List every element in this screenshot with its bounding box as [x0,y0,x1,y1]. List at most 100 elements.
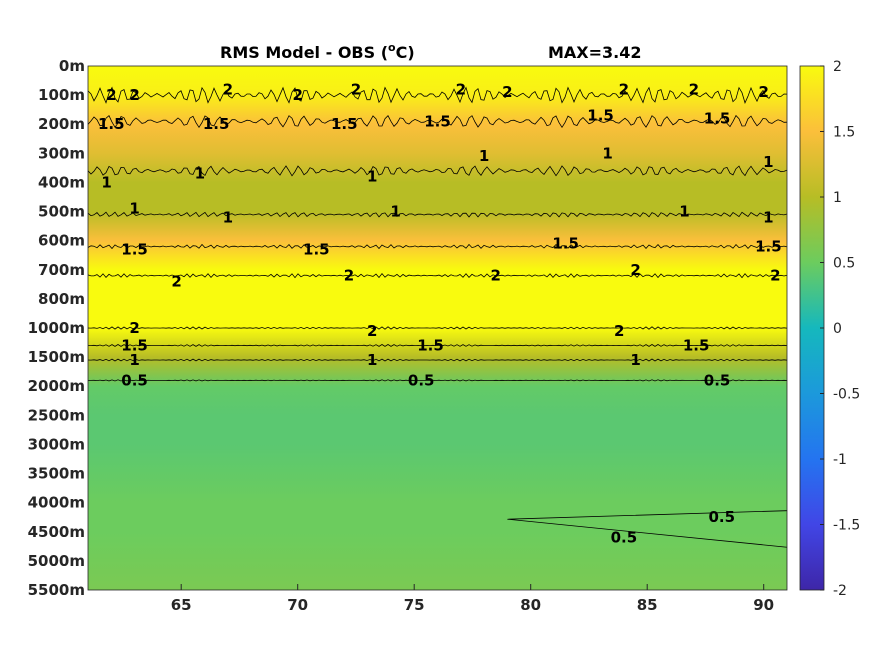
contour-label: 2 [502,83,512,101]
y-tick-label: 2500m [28,406,85,424]
contour-lines [87,86,788,548]
contour-label: 1.5 [552,235,579,253]
contour-label: 1.5 [303,240,330,258]
contour-line [87,165,788,177]
contour-line [87,326,788,330]
y-tick-label: 600m [38,232,85,250]
contour-label: 2 [630,261,640,279]
contour-label: 2 [456,80,466,98]
contour-label: 1.5 [331,115,358,133]
contour-label: 2 [619,80,629,98]
contour-label: 1.5 [417,336,444,354]
y-tick-label: 4500m [28,523,85,541]
x-tick-label: 80 [520,596,541,614]
x-tick-label: 90 [753,596,774,614]
x-axis: 65 70 75 80 85 90 [171,584,774,614]
colorbar-tick-label: 2 [833,59,842,75]
contour-line [88,379,788,382]
contour-line [87,86,788,104]
contour-line [87,272,788,279]
colorbar-tick-label: -0.5 [833,387,860,403]
contour-label: 1.5 [755,237,782,255]
contour-label: 2 [344,267,354,285]
contour-label: 1 [129,351,139,369]
contour-label: 0.5 [408,371,435,389]
colorbar-tick-label: 1 [833,190,842,206]
contour-line [87,211,788,218]
colorbar-tick-label: 1.5 [833,125,855,141]
contour-label: 0.5 [704,371,731,389]
y-tick-label: 3500m [28,465,85,483]
y-tick-label: 700m [38,261,85,279]
contour-label: 2 [614,322,624,340]
contour-label: 1.5 [203,115,230,133]
contour-label: 2 [129,86,139,104]
contour-label: 0.5 [121,371,148,389]
x-tick-label: 85 [637,596,658,614]
y-tick-label: 5500m [28,581,85,599]
contour-label: 1 [763,208,773,226]
plot-frame [87,65,788,591]
contour-label: 2 [770,267,780,285]
contour-label: 1 [367,168,377,186]
contour-label: 0.5 [708,508,735,526]
x-tick-label: 75 [404,596,425,614]
colorbar-tick-label: -1 [833,452,847,468]
contour-label: 1.5 [121,240,148,258]
y-tick-label: 4000m [28,494,85,512]
contour-label: 1 [129,200,139,218]
y-axis: 0m 100m 200m 300m 400m 500m 600m 700m 800m 1000m 1… [28,57,85,599]
contour-line [87,358,788,362]
colorbar-tick-label: 0.5 [833,256,855,272]
contour-line [87,243,788,250]
contour-line [507,510,788,548]
contour-label: 1 [367,351,377,369]
x-tick-label: 65 [171,596,192,614]
contour-label: 1.5 [121,336,148,354]
contour-label: 1 [479,147,489,165]
contour-label: 1 [223,208,233,226]
contour-label: 2 [367,322,377,340]
contour-label: 2 [351,80,361,98]
contour-label: 1.5 [98,115,125,133]
contour-label: 1 [763,153,773,171]
contour-label: 0.5 [611,529,638,547]
x-tick-label: 70 [287,596,308,614]
contour-label: 2 [223,80,233,98]
y-tick-label: 100m [38,86,85,104]
contour-label: 1 [195,165,205,183]
contour-line [87,114,788,129]
contour-line [88,344,788,347]
contour-label: 1.5 [424,112,451,130]
y-tick-label: 3000m [28,435,85,453]
y-tick-label: 0m [59,57,85,75]
y-tick-label: 2000m [28,377,85,395]
y-tick-label: 1000m [28,319,85,337]
contour-label: 1.5 [704,109,731,127]
contour-label: 1 [679,203,689,221]
colorbar-tick-label: -2 [833,583,847,599]
y-tick-label: 400m [38,173,85,191]
contour-label: 2 [689,80,699,98]
contour-label: 1.5 [587,106,614,124]
contour-label: 2 [171,272,181,290]
colorbar-tick-label: 0 [833,321,842,337]
max-label: MAX=3.42 [548,43,642,62]
contour-label: 1 [602,144,612,162]
y-tick-label: 500m [38,203,85,221]
contour-label: 2 [129,319,139,337]
contour-label: 2 [292,86,302,104]
y-tick-label: 1500m [28,348,85,366]
contour-label: 1 [390,203,400,221]
contour-label: 2 [106,86,116,104]
y-tick-label: 800m [38,290,85,308]
contour-label: 1 [101,173,111,191]
y-tick-label: 300m [38,144,85,162]
contour-label: 1 [630,351,640,369]
contour-label: 1.5 [683,336,710,354]
chart-title: RMS Model - OBS (oC) [220,41,415,62]
y-tick-label: 5000m [28,552,85,570]
y-tick-label: 200m [38,115,85,133]
